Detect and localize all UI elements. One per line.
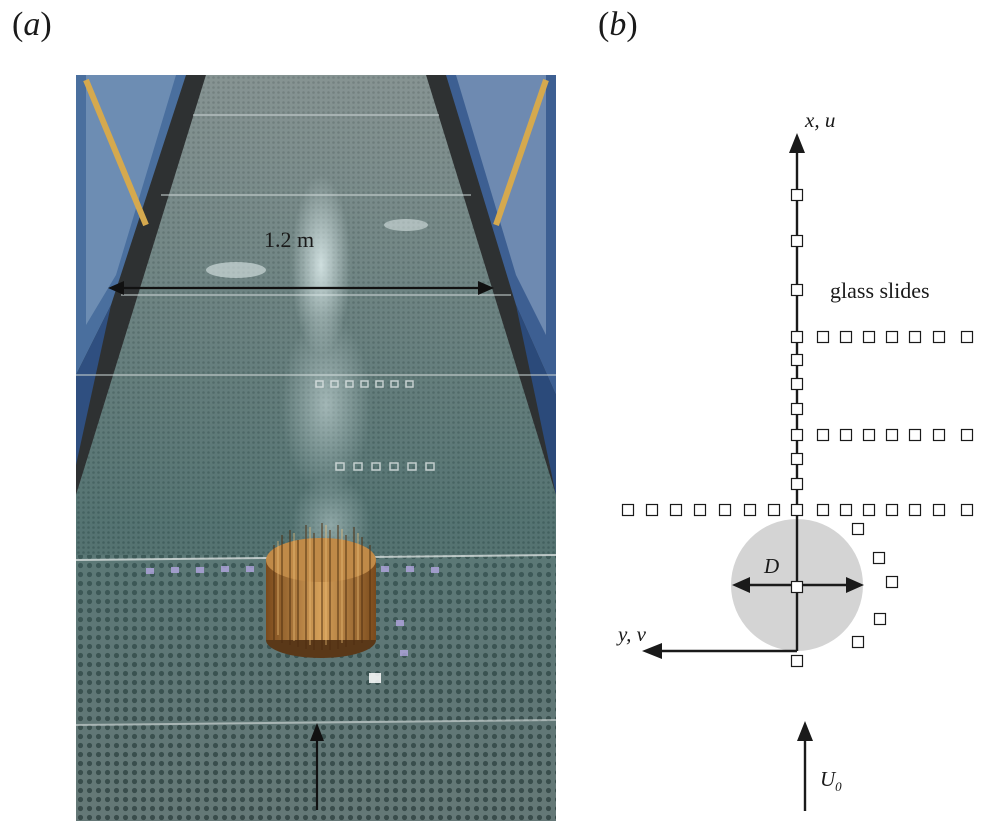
panel-a-label: (a) <box>12 6 52 44</box>
freestream-velocity-label: U0 <box>820 767 842 794</box>
y-axis <box>642 643 797 659</box>
glass-slides-label: glass slides <box>830 278 930 303</box>
panel-b-label: (b) <box>598 6 638 44</box>
x-axis-label: x, u <box>804 108 835 132</box>
label-letter: a <box>23 6 41 43</box>
vegetation-patch <box>266 523 376 658</box>
flume-width-label: 1.2 m <box>264 227 314 252</box>
flow-direction-arrow <box>310 723 324 810</box>
glass-slide-markers <box>621 188 974 668</box>
label-open-paren: ( <box>598 6 610 43</box>
flume-width-dimension <box>108 281 494 295</box>
y-axis-label: y, v <box>616 622 647 646</box>
label-close-paren: ) <box>40 6 52 43</box>
incoming-flow-arrow <box>797 721 813 811</box>
freestream-subscript: 0 <box>835 779 842 794</box>
measurement-schematic: x, u y, v glass slides D U0 <box>600 95 983 826</box>
x-axis <box>789 133 805 651</box>
schematic-svg: x, u y, v glass slides D U0 <box>616 108 974 811</box>
flume-photo-svg: 1.2 m <box>76 75 556 821</box>
freestream-symbol: U <box>820 767 837 791</box>
diameter-label: D <box>763 554 779 578</box>
label-letter: b <box>609 6 627 43</box>
label-open-paren: ( <box>12 6 24 43</box>
label-close-paren: ) <box>626 6 638 43</box>
flume-photograph: 1.2 m <box>76 75 556 821</box>
